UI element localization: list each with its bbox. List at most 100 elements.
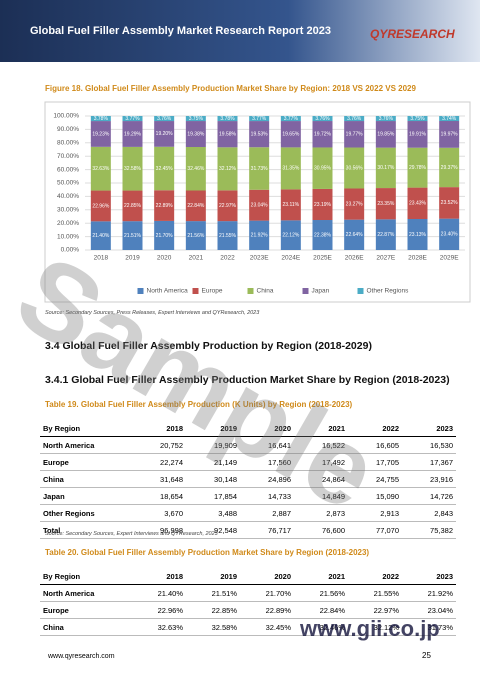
bar-segment xyxy=(407,116,428,122)
table-cell: China xyxy=(40,470,132,488)
table-cell: 21.56% xyxy=(294,584,348,602)
data-label: 22.64% xyxy=(346,232,364,238)
legend-swatch xyxy=(192,288,199,294)
table-cell: 2019 xyxy=(186,420,240,437)
table-title: Table 19. Global Fuel Filler Assembly Pr… xyxy=(45,400,353,409)
bar-segment xyxy=(249,189,270,221)
data-label: 21.70% xyxy=(156,233,174,239)
data-label: 19.29% xyxy=(124,131,142,137)
table-row: North America 21.40% 21.51% 21.70% 21.56% 21.… xyxy=(40,584,456,602)
table-cell: 2,843 xyxy=(402,504,456,522)
bar-segment xyxy=(344,121,365,148)
bar-segment xyxy=(185,221,206,250)
table-cell: 16,530 xyxy=(402,436,456,454)
table-cell: 17,705 xyxy=(348,453,402,471)
logo: QYRESEARCH xyxy=(370,27,455,41)
data-label: 22.87% xyxy=(377,232,395,238)
table-cell: 16,641 xyxy=(240,436,294,454)
bar-segment xyxy=(249,147,270,190)
data-label: 23.52% xyxy=(441,200,459,206)
table-cell: 17,367 xyxy=(402,453,456,471)
bar-segment xyxy=(90,121,111,147)
table-cell: 17,492 xyxy=(294,453,348,471)
data-label: 3.74% xyxy=(442,116,457,122)
legend-swatch xyxy=(247,288,254,294)
data-label: 23.27% xyxy=(346,201,364,207)
bar-segment xyxy=(90,116,111,122)
table-cell: 2,913 xyxy=(348,504,402,522)
table-cell: 3,488 xyxy=(186,504,240,522)
gii-watermark: www.gii.co.jp xyxy=(300,616,440,641)
table-cell: 22,274 xyxy=(132,453,186,471)
table-row: Total 96,998 92,548 76,717 76,600 77,070 75,38… xyxy=(40,521,456,539)
x-tick-label: 2021 xyxy=(189,255,204,262)
data-label: 19.77% xyxy=(346,132,364,138)
x-tick-label: 2020 xyxy=(157,255,172,262)
table-row: North America 20,752 19,909 16,641 16,522 16,… xyxy=(40,436,456,454)
bar-segment xyxy=(249,220,270,250)
data-label: 22.85% xyxy=(124,203,142,209)
legend-swatch xyxy=(302,288,309,294)
table-cell: 32.45% xyxy=(240,618,294,636)
table-cell: 24,896 xyxy=(240,470,294,488)
table-cell: 17,560 xyxy=(240,453,294,471)
legend-swatch xyxy=(137,288,144,294)
data-label: 21.40% xyxy=(92,233,110,239)
bar-segment xyxy=(90,146,111,191)
data-label: 3.78% xyxy=(220,116,235,122)
chart: 0.00% 10.00% 20.00% 30.00% 40.00% 50.00% 60.00… xyxy=(44,101,471,303)
data-label: 19.65% xyxy=(282,132,300,138)
table: By Region 2018 2019 2020 2021 2022 2023 North A… xyxy=(40,568,456,636)
table-cell: 14,726 xyxy=(402,487,456,505)
bar-segment xyxy=(439,121,460,148)
table-cell: 96,998 xyxy=(132,521,186,539)
bar-segment xyxy=(122,146,143,191)
data-label: 29.78% xyxy=(409,165,427,171)
x-tick-label: 2027E xyxy=(376,255,395,262)
table-cell: 22.97% xyxy=(348,601,402,619)
bar-segment xyxy=(217,121,238,148)
data-label: 23.04% xyxy=(251,203,269,209)
legend-label: Japan xyxy=(312,288,330,295)
data-label: 19.91% xyxy=(409,132,427,138)
bar-segment xyxy=(312,220,333,250)
bar-segment xyxy=(122,221,143,250)
table-cell: 32.46% xyxy=(294,618,348,636)
x-tick-label: 2024E xyxy=(281,255,300,262)
bar-segment xyxy=(154,116,175,122)
data-label: 22.12% xyxy=(282,233,300,239)
x-tick-label: 2018 xyxy=(94,255,109,262)
table-cell: 2018 xyxy=(132,568,186,585)
bar-segment xyxy=(280,116,301,122)
x-tick-label: 2026E xyxy=(345,255,364,262)
table-cell: Europe xyxy=(40,453,132,471)
bar-segment xyxy=(344,188,365,220)
subsection-heading: 3.4.1 Global Fuel Filler Assembly Produc… xyxy=(45,374,450,386)
bar-segment xyxy=(280,189,301,221)
bar-segment xyxy=(312,121,333,148)
data-label: 3.77% xyxy=(284,116,299,122)
data-label: 3.75% xyxy=(189,116,204,122)
table-cell: 16,605 xyxy=(348,436,402,454)
data-label: 3.76% xyxy=(347,116,362,122)
bar-segment xyxy=(122,116,143,122)
data-label: 22.84% xyxy=(187,203,205,209)
data-label: 3.77% xyxy=(252,116,267,122)
data-label: 19.53% xyxy=(251,131,269,137)
bar-segment xyxy=(280,147,301,190)
data-label: 19.23% xyxy=(92,131,110,137)
table-cell: 31.73% xyxy=(402,618,456,636)
y-tick-label: 10.00% xyxy=(57,233,79,240)
x-tick-label: 2025E xyxy=(313,255,332,262)
bar-segment xyxy=(249,116,270,122)
table-cell: 2022 xyxy=(348,420,402,437)
y-tick-label: 90.00% xyxy=(57,126,79,133)
data-label: 3.77% xyxy=(125,116,140,122)
bar-segment xyxy=(344,116,365,122)
bar-segment xyxy=(185,116,206,122)
bar-segment xyxy=(122,121,143,147)
table: By Region 2018 2019 2020 2021 2022 2023 North A… xyxy=(40,420,456,539)
data-label: 32.58% xyxy=(124,166,142,172)
table-row: By Region 2018 2019 2020 2021 2022 2023 xyxy=(40,568,456,585)
table-cell: 22.96% xyxy=(132,601,186,619)
